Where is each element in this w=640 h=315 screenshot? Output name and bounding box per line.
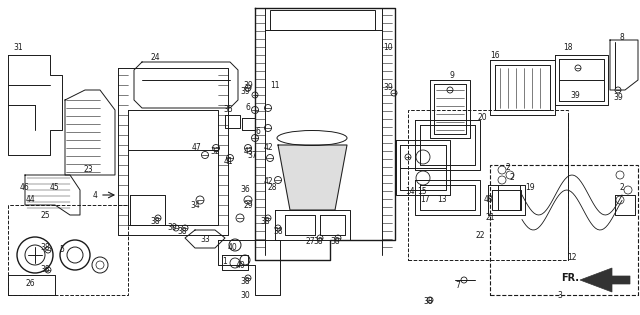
Polygon shape [580,268,630,292]
Text: 16: 16 [490,50,500,60]
Text: 3: 3 [557,290,563,300]
Text: 38: 38 [177,227,187,237]
Text: 38: 38 [313,238,323,247]
Bar [490,165,638,295]
Text: 1: 1 [223,257,227,266]
Text: 38: 38 [40,266,50,274]
Text: 22: 22 [476,231,484,239]
Text: 6: 6 [246,104,250,112]
Text: 38: 38 [273,227,283,237]
Text: 43: 43 [243,147,253,157]
Text: 48: 48 [483,196,493,204]
Text: 31: 31 [13,43,23,53]
Text: 12: 12 [567,254,577,262]
Text: 35: 35 [223,106,233,114]
Text: 4: 4 [93,191,97,199]
Text: 44: 44 [25,196,35,204]
Text: 15: 15 [417,187,427,197]
Text: 2: 2 [620,184,625,192]
Text: 17: 17 [420,196,430,204]
Text: 6: 6 [255,128,260,136]
Text: 5: 5 [60,245,65,255]
Text: 38: 38 [423,297,433,306]
Text: 30: 30 [240,290,250,300]
Bar [270,10,375,30]
Text: 26: 26 [25,278,35,288]
Text: 41: 41 [223,158,233,167]
Text: 28: 28 [268,184,276,192]
Text: 7: 7 [456,280,460,289]
Text: 39: 39 [383,83,393,93]
Polygon shape [278,145,347,210]
Text: 39: 39 [243,81,253,89]
Text: 46: 46 [20,184,30,192]
Text: 29: 29 [243,201,253,209]
Text: 40: 40 [227,243,237,253]
Text: 11: 11 [270,81,280,89]
Text: 39: 39 [240,88,250,96]
Text: 32: 32 [210,147,220,157]
Text: 13: 13 [437,196,447,204]
Text: 42: 42 [263,177,273,186]
Text: 10: 10 [383,43,393,53]
Text: 34: 34 [190,201,200,209]
Text: 36: 36 [240,186,250,194]
Bar [408,110,568,260]
Text: 24: 24 [150,54,160,62]
Text: 39: 39 [613,94,623,102]
Text: 27: 27 [305,238,315,247]
Text: 20: 20 [477,113,487,123]
Text: 39: 39 [570,90,580,100]
Text: 47: 47 [192,144,202,152]
Text: 21: 21 [485,214,495,222]
Text: 38: 38 [330,238,340,247]
Text: 33: 33 [200,236,210,244]
Text: 25: 25 [40,210,50,220]
Text: 38: 38 [40,243,50,253]
Text: 37: 37 [247,151,257,159]
Text: 8: 8 [620,33,625,43]
Text: 19: 19 [525,184,535,192]
Text: 38: 38 [240,278,250,287]
Text: 39: 39 [167,224,177,232]
Text: 42: 42 [263,144,273,152]
Bar [8,205,128,295]
Text: 38: 38 [260,217,270,226]
Text: 2: 2 [506,163,510,173]
Text: 9: 9 [449,71,454,79]
Text: 2: 2 [509,174,515,182]
Text: 45: 45 [50,184,60,192]
Text: FR.: FR. [561,273,579,283]
Text: 14: 14 [405,187,415,197]
Text: 23: 23 [83,165,93,175]
Text: 40: 40 [235,261,245,270]
Text: 18: 18 [563,43,573,53]
Text: 38: 38 [150,217,160,226]
